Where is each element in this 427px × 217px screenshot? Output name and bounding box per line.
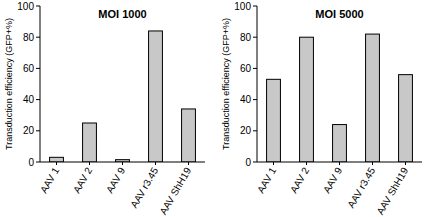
- bar: [83, 123, 97, 162]
- x-tick-label: AAV 2: [71, 165, 95, 195]
- y-tick-label: 100: [17, 1, 34, 12]
- y-tick-label: 0: [245, 157, 251, 168]
- x-tick-label: AAV ShH19: [374, 165, 410, 216]
- y-tick-label: 20: [23, 125, 35, 136]
- y-axis-label: Transduction efficiency (GFP+%): [221, 18, 231, 150]
- y-tick: [36, 162, 40, 163]
- panel: 0 20 40 60 80 100 AAV 1 AAV 2 AAV 9AAV r3.45AAV …: [4, 1, 205, 217]
- y-tick-label: 80: [23, 32, 35, 43]
- y-tick: [36, 130, 40, 131]
- x-tick: [405, 162, 406, 165]
- y-axis: [40, 6, 41, 162]
- bar: [333, 125, 347, 162]
- y-tick: [253, 6, 257, 7]
- y-tick: [36, 37, 40, 38]
- x-tick: [56, 162, 57, 165]
- y-tick-label: 20: [240, 125, 252, 136]
- x-tick: [306, 162, 307, 165]
- x-tick-label: AAV 9: [321, 165, 345, 195]
- bar: [366, 34, 380, 162]
- x-tick: [89, 162, 90, 165]
- y-tick-label: 60: [23, 63, 35, 74]
- y-axis-label: Transduction efficiency (GFP+%): [4, 18, 14, 150]
- y-tick: [36, 99, 40, 100]
- y-tick: [36, 6, 40, 7]
- x-tick: [273, 162, 274, 165]
- x-tick: [122, 162, 123, 165]
- x-tick-label: AAV 1: [255, 165, 279, 195]
- y-tick: [253, 130, 257, 131]
- bars: [50, 31, 196, 162]
- y-tick: [253, 99, 257, 100]
- x-tick: [372, 162, 373, 165]
- x-tick-label: AAV 2: [288, 165, 312, 195]
- x-tick: [188, 162, 189, 165]
- bar: [182, 109, 196, 162]
- x-tick: [155, 162, 156, 165]
- y-tick: [253, 162, 257, 163]
- bar: [50, 157, 64, 162]
- bars: [267, 34, 413, 162]
- y-tick-label: 80: [240, 32, 252, 43]
- x-tick-label: AAV r3.45: [345, 165, 377, 210]
- figure: 020406080100AAV 1AAV 2AAV 9AAV r3.45AAV …: [0, 0, 427, 217]
- y-tick-label: 40: [240, 94, 252, 105]
- bar: [300, 37, 314, 162]
- y-tick: [36, 68, 40, 69]
- title: MOI 5000: [315, 8, 363, 20]
- x-tick-label: AAV r3.45: [128, 165, 160, 210]
- y-tick: [253, 37, 257, 38]
- y-tick-label: 40: [23, 94, 35, 105]
- y-axis: [257, 6, 258, 162]
- panel: 0 20 40 60 80 100 AAV 1 AAV 2 AAV 9AAV r3.45AAV …: [221, 1, 422, 217]
- bar: [149, 31, 163, 162]
- x-tick: [339, 162, 340, 165]
- y-tick-label: 0: [28, 157, 34, 168]
- x-tick-label: AAV 9: [104, 165, 128, 195]
- title: MOI 1000: [98, 8, 146, 20]
- bar: [399, 75, 413, 162]
- y-tick: [253, 68, 257, 69]
- x-tick-label: AAV ShH19: [157, 165, 193, 216]
- y-tick-label: 60: [240, 63, 252, 74]
- bar: [267, 79, 281, 162]
- y-tick-label: 100: [234, 1, 251, 12]
- x-tick-label: AAV 1: [38, 165, 62, 195]
